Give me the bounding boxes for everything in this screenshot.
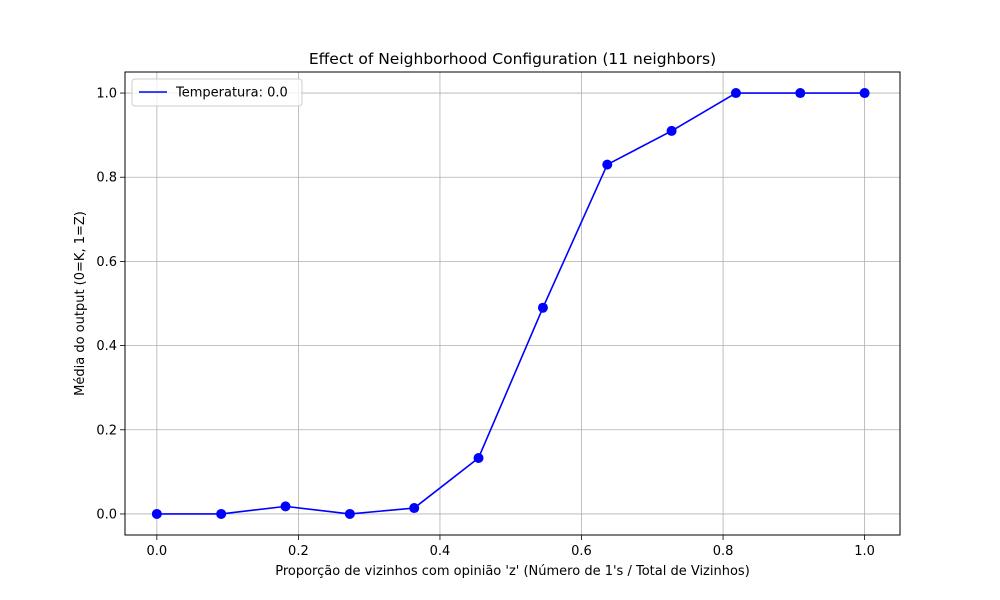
data-point (602, 159, 613, 170)
data-point (216, 508, 227, 519)
y-axis-label: Média do output (0=K, 1=Z) (73, 211, 88, 396)
y-tick-label: 0.4 (96, 339, 117, 354)
x-tick-label: 0.0 (147, 544, 168, 559)
data-point (730, 88, 741, 99)
x-tick-label: 0.6 (571, 544, 592, 559)
tick-layer: 0.0 0.2 0.4 0.6 0.8 1.0 0.0 0.2 0.4 0.6 0.8 1.0 (96, 87, 875, 559)
x-tick-label: 0.8 (713, 544, 734, 559)
data-point (409, 503, 420, 514)
data-point (537, 302, 548, 313)
x-tick-label: 1.0 (854, 544, 875, 559)
legend: Temperatura: 0.0 (131, 78, 303, 107)
data-point (280, 501, 291, 512)
data-point (795, 88, 806, 99)
x-axis-label: Proporção de vizinhos com opinião 'z' (N… (275, 564, 750, 579)
series-line (156, 92, 865, 515)
x-tick-label: 0.2 (288, 544, 309, 559)
y-tick-label: 0.0 (96, 507, 117, 522)
series-layer (151, 88, 870, 519)
y-tick-label: 0.6 (96, 255, 117, 270)
y-tick-label: 1.0 (96, 87, 117, 102)
data-point (666, 125, 677, 136)
plot-frame (124, 71, 901, 536)
x-tick-label: 0.4 (430, 544, 451, 559)
chart-title: Effect of Neighborhood Configuration (11… (309, 50, 716, 68)
data-point (344, 508, 355, 519)
data-point (859, 88, 870, 99)
data-point (473, 452, 484, 463)
y-tick-label: 0.8 (96, 171, 117, 186)
data-point (151, 508, 162, 519)
y-tick-label: 0.2 (96, 423, 117, 438)
legend-label: Temperatura: 0.0 (175, 86, 288, 101)
legend-box (131, 78, 303, 107)
grid-lines (125, 72, 900, 535)
